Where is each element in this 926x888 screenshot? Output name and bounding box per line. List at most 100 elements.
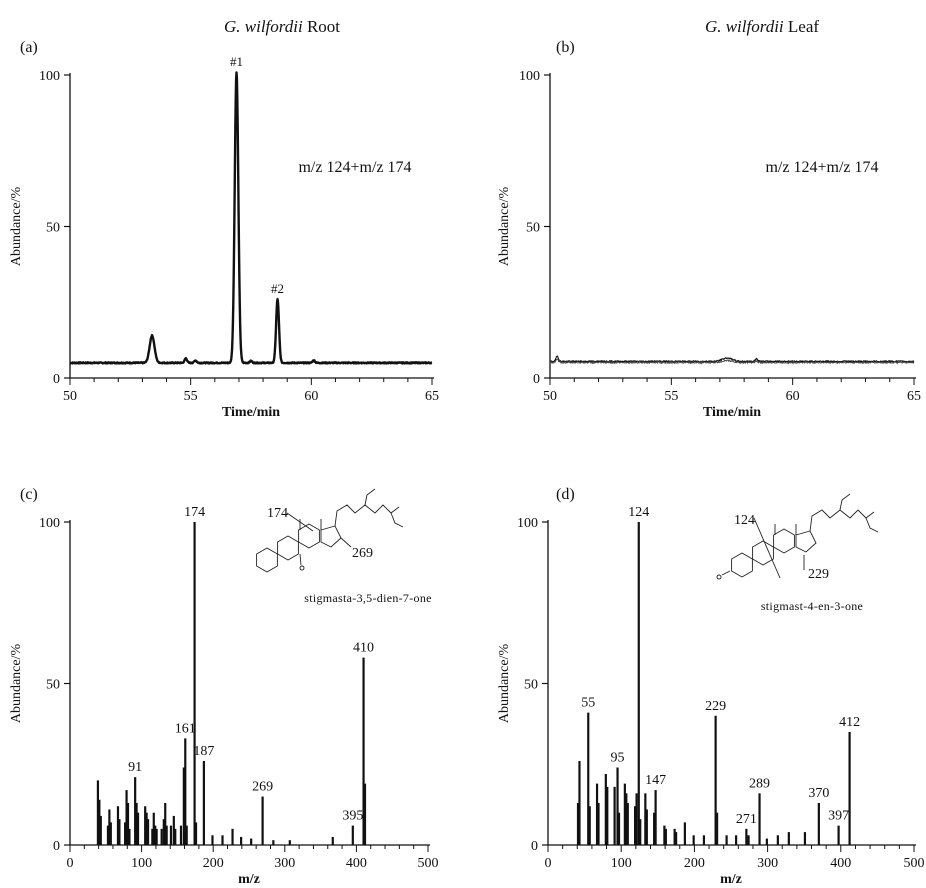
ketone-bond	[299, 553, 302, 566]
x-tick-label: 400	[830, 856, 851, 871]
ring-d	[795, 530, 817, 553]
title-species: G. wilfordii	[224, 17, 303, 36]
x-tick-label: 50	[63, 389, 77, 404]
title-species: G. wilfordii	[705, 17, 784, 36]
ring-a	[256, 547, 278, 573]
x-tick-label: 300	[274, 856, 295, 871]
x-tick-label: 400	[346, 856, 367, 871]
side-chain-branch	[364, 488, 376, 506]
ketone-bond	[721, 570, 731, 576]
structure-drawing: 174 269	[256, 488, 404, 573]
ring-c	[773, 528, 795, 554]
y-tick-label: 50	[46, 678, 60, 693]
structure-drawing: 124 229	[716, 493, 879, 582]
peak-mz-label: 289	[749, 776, 770, 791]
peak-mz-label: 187	[193, 744, 214, 759]
chromatogram-trace	[549, 355, 915, 363]
peak-mz-label: 271	[736, 812, 757, 827]
chromatogram-trace	[69, 71, 433, 365]
peak-mz-label: 161	[175, 721, 196, 736]
x-axis-title: m/z	[720, 872, 742, 887]
x-tick-label: 200	[684, 856, 705, 871]
y-axis-title: Abundance/%	[9, 644, 24, 724]
peak-mz-label: 91	[128, 760, 142, 775]
panel-label: (a)	[20, 39, 38, 56]
fragment-line-2	[340, 537, 352, 548]
y-tick-label: 0	[531, 839, 538, 854]
fragment-label: 174	[267, 506, 288, 521]
fragment-line-1	[286, 512, 314, 532]
x-tick-label: 100	[611, 856, 632, 871]
x-tick-label: 300	[757, 856, 778, 871]
fragment-label: 229	[808, 567, 829, 582]
y-axis-title: Abundance/%	[9, 187, 24, 267]
y-tick-label: 50	[524, 678, 538, 693]
y-tick-label: 100	[519, 69, 540, 84]
x-axis-title: Time/min	[222, 405, 280, 420]
chart-panel-d: 0 50 100 0 100 200 300 400 500 m/z Abundance/% (d) 5…	[497, 486, 925, 887]
x-tick-label: 50	[543, 389, 557, 404]
peak-mz-label: 55	[581, 696, 595, 711]
ring-a	[731, 552, 753, 578]
fragment-line-1	[753, 517, 781, 579]
y-tick-label: 50	[526, 221, 540, 236]
x-tick-label: 0	[67, 856, 74, 871]
chromatogram-trace-2	[549, 358, 915, 365]
peak-mz-label: 95	[611, 750, 625, 765]
peak-mz-label: 370	[808, 786, 829, 801]
peak-mz-label: 269	[252, 780, 273, 795]
peak-mz-label: 229	[705, 699, 726, 714]
side-chain	[334, 504, 400, 527]
x-axis-title: m/z	[238, 872, 260, 887]
oxygen	[716, 574, 722, 580]
peak-mz-label: 410	[353, 641, 374, 656]
peak-mz-label: 395	[342, 809, 363, 824]
x-tick-label: 55	[184, 389, 198, 404]
chart-panel-c: 0 50 100 0 100 200 300 400 500 m/z Abundance/% (c) 9…	[9, 486, 439, 887]
x-tick-label: 0	[545, 856, 552, 871]
x-tick-label: 500	[904, 856, 925, 871]
y-tick-label: 0	[533, 372, 540, 387]
panel-label: (b)	[556, 39, 575, 56]
fragment-label: 269	[352, 546, 373, 561]
ion-annotation: m/z 124+m/z 174	[298, 159, 411, 176]
peak-mz-label: 412	[839, 715, 860, 730]
x-tick-label: 65	[907, 389, 921, 404]
fragment-label: 124	[734, 513, 755, 528]
y-tick-label: 0	[53, 372, 60, 387]
peak-mz-label: 174	[184, 505, 205, 520]
side-chain	[809, 509, 875, 532]
x-tick-label: 500	[418, 856, 439, 871]
panel-label: (d)	[556, 486, 575, 503]
title-tissue: Root	[303, 17, 341, 36]
y-tick-label: 100	[39, 516, 60, 531]
peak-mz-label: 397	[828, 809, 849, 824]
ring-b	[752, 540, 774, 566]
peak-label: #1	[230, 54, 243, 69]
chart-title: G. wilfordii Root	[224, 17, 340, 36]
x-axis-title: Time/min	[703, 405, 761, 420]
oxygen	[299, 565, 305, 571]
y-tick-label: 100	[517, 516, 538, 531]
y-tick-label: 50	[46, 221, 60, 236]
panel-label: (c)	[20, 486, 38, 503]
y-axis-title: Abundance/%	[497, 187, 512, 267]
compound-name: stigmasta-3,5-dien-7-one	[304, 591, 432, 605]
side-chain-branch-2	[865, 517, 879, 533]
ring-c	[298, 523, 320, 549]
side-chain-branch	[839, 493, 851, 511]
x-tick-label: 65	[425, 389, 439, 404]
peak-mz-label: 147	[645, 773, 666, 788]
y-tick-label: 0	[53, 839, 60, 854]
ring-b	[277, 535, 299, 561]
side-chain-branch-2	[390, 512, 404, 528]
title-tissue: Leaf	[784, 17, 820, 36]
x-tick-label: 55	[664, 389, 678, 404]
compound-name: stigmast-4-en-3-one	[761, 599, 863, 613]
ion-annotation: m/z 124+m/z 174	[765, 159, 878, 176]
peak-mz-label: 124	[628, 505, 649, 520]
x-tick-label: 100	[131, 856, 152, 871]
